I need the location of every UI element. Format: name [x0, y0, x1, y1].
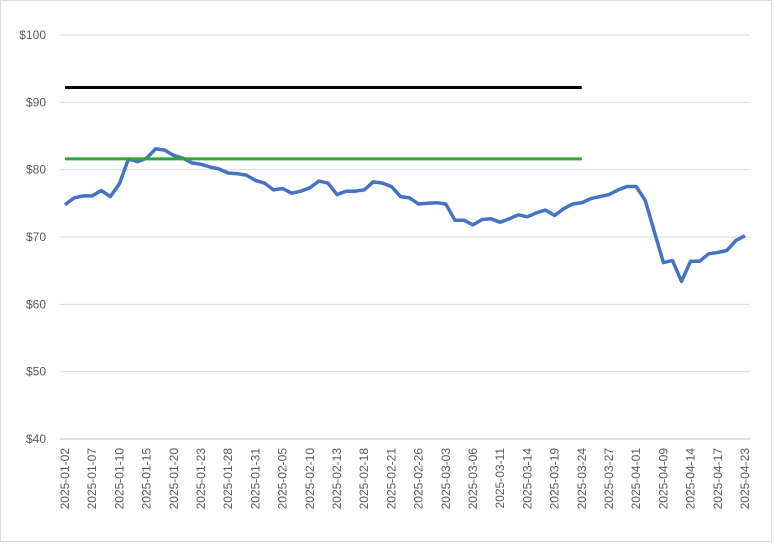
x-tick-label: 2025-04-23	[738, 448, 752, 510]
x-tick-label: 2025-01-23	[194, 448, 208, 510]
y-tick-label: $80	[26, 163, 46, 177]
x-tick-label: 2025-01-20	[167, 448, 181, 510]
x-tick-label: 2025-01-31	[248, 448, 262, 510]
x-tick-label: 2025-02-18	[357, 448, 371, 510]
y-tick-label: $60	[26, 297, 46, 311]
y-tick-label: $90	[26, 95, 46, 109]
x-tick-label: 2025-04-14	[684, 448, 698, 510]
x-tick-label: 2025-04-01	[629, 448, 643, 510]
x-tick-label: 2025-03-06	[466, 448, 480, 510]
y-tick-label: $100	[19, 28, 46, 42]
x-tick-label: 2025-02-26	[412, 448, 426, 510]
series-line	[63, 147, 746, 284]
x-tick-label: 2025-01-15	[140, 448, 154, 510]
x-tick-label: 2025-02-21	[384, 448, 398, 510]
x-tick-label: 2025-03-14	[520, 448, 534, 510]
x-tick-label: 2025-01-02	[58, 448, 72, 510]
x-tick-label: 2025-03-27	[602, 448, 616, 510]
x-tick-label: 2025-03-03	[439, 448, 453, 510]
x-tick-label: 2025-04-17	[711, 448, 725, 510]
x-tick-label: 2025-03-24	[575, 448, 589, 510]
x-tick-label: 2025-02-13	[330, 448, 344, 510]
x-tick-label: 2025-01-28	[221, 448, 235, 510]
y-tick-label: $70	[26, 230, 46, 244]
x-tick-label: 2025-04-09	[656, 448, 670, 510]
x-tick-label: 2025-03-11	[493, 448, 507, 509]
x-tick-label: 2025-03-19	[548, 448, 562, 510]
y-tick-label: $50	[26, 365, 46, 379]
x-tick-label: 2025-02-10	[303, 448, 317, 510]
x-tick-label: 2025-01-10	[112, 448, 126, 510]
x-tick-label: 2025-02-05	[276, 448, 290, 510]
x-tick-label: 2025-01-07	[85, 448, 99, 510]
y-tick-label: $40	[26, 432, 46, 446]
